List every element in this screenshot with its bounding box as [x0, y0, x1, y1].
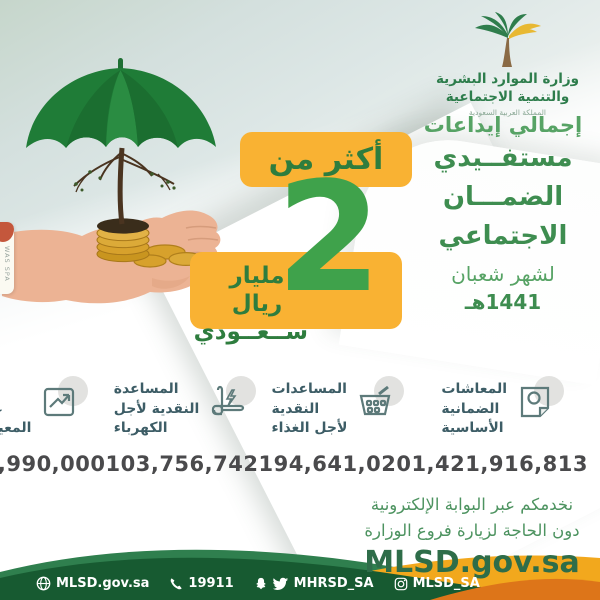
statistics-row: المعاشات الضمانية الأساسية 1,421,916,813: [0, 376, 588, 476]
title-line-total-deposits: إجمالي إيداعات: [423, 113, 583, 137]
stat-basic-pensions: المعاشات الضمانية الأساسية 1,421,916,813: [411, 376, 588, 476]
pension-document-icon: [514, 376, 565, 424]
portal-line2: دون الحاجة لزيارة فروع الوزارة: [364, 520, 580, 540]
stat-value: 1,421,916,813: [411, 452, 588, 476]
snapchat-icon: [255, 577, 266, 590]
billion-riyal-badge: مليار ريال ســعــودي: [190, 252, 402, 345]
title-line-month: لشهر شعبان: [451, 262, 555, 287]
hand-umbrella-illustration: [2, 58, 221, 304]
ministry-country: المملكة العربية السعودية: [469, 108, 546, 118]
food-basket-icon: [354, 376, 405, 424]
stat-food-assistance: المساعدات النقدية لأجل الغذاء 194,641,02…: [258, 376, 412, 476]
instagram-icon: [394, 577, 407, 590]
title-line-year: 1441هـ: [464, 290, 542, 315]
stat-electricity-assistance: المساعدة النقدية لأجل الكهرباء 103,756,7…: [105, 376, 259, 476]
electricity-receipt-icon: [206, 376, 257, 424]
footer-social-mlsd[interactable]: MLSD_SA: [394, 576, 480, 591]
portal-url[interactable]: MLSD.gov.sa: [364, 545, 580, 581]
more-than-badge: أكثر من: [240, 132, 412, 187]
more-than-text: أكثر من: [268, 142, 384, 177]
footer-waves: [0, 549, 600, 600]
spa-watermark: WAS SPA: [0, 222, 14, 294]
spa-watermark-text: WAS SPA: [3, 246, 11, 282]
title-line-security: الضمـــان: [442, 182, 564, 213]
footer-phone[interactable]: 19911: [169, 576, 234, 591]
title-line-beneficiaries: مستفــيدي: [433, 143, 573, 174]
spa-logo-icon: [0, 222, 14, 242]
footer-social-mhrsd[interactable]: MHRSD_SA: [254, 576, 374, 591]
portal-line1: نخدمكم عبر البوابة الإلكترونية: [370, 495, 574, 514]
tree: [73, 147, 175, 225]
umbrella: [26, 58, 216, 148]
title-line-social: الاجتماعي: [438, 221, 568, 252]
footer-website[interactable]: MLSD.gov.sa: [36, 576, 149, 591]
ministry-name-line2: والتنمية الاجتماعية: [445, 89, 570, 106]
coin-stack: [96, 218, 150, 263]
ministry-logo: وزارة الموارد البشرية والتنمية الاجتماعي…: [425, 12, 590, 117]
main-title: إجمالي إيداعات مستفــيدي الضمـــان الاجت…: [414, 112, 592, 316]
stat-value: 194,641,020: [258, 452, 412, 476]
palm-tree-icon: [474, 12, 541, 67]
globe-icon: [36, 576, 51, 591]
stat-living-cost-allowance: بدل غلاء المعيشة 348,990,000: [0, 376, 106, 476]
twitter-icon: [272, 577, 288, 590]
ministry-name-line1: وزارة الموارد البشرية: [435, 71, 580, 87]
tree-leaves: [74, 170, 176, 192]
stat-value: 348,990,000: [0, 452, 106, 476]
living-cost-chart-icon: [38, 376, 89, 424]
unit-line1: مليار ريال: [229, 263, 285, 318]
unit-line2: ســعــودي: [193, 319, 308, 346]
amount-number: 2: [276, 149, 382, 326]
phone-icon: [171, 577, 183, 589]
stat-value: 103,756,742: [105, 452, 259, 476]
footer-contact-bar: MLSD.gov.sa 19911 MHRSD_SA MLSD_SA: [36, 576, 480, 591]
portal-note: نخدمكم عبر البوابة الإلكترونية دون الحاج…: [352, 492, 592, 580]
